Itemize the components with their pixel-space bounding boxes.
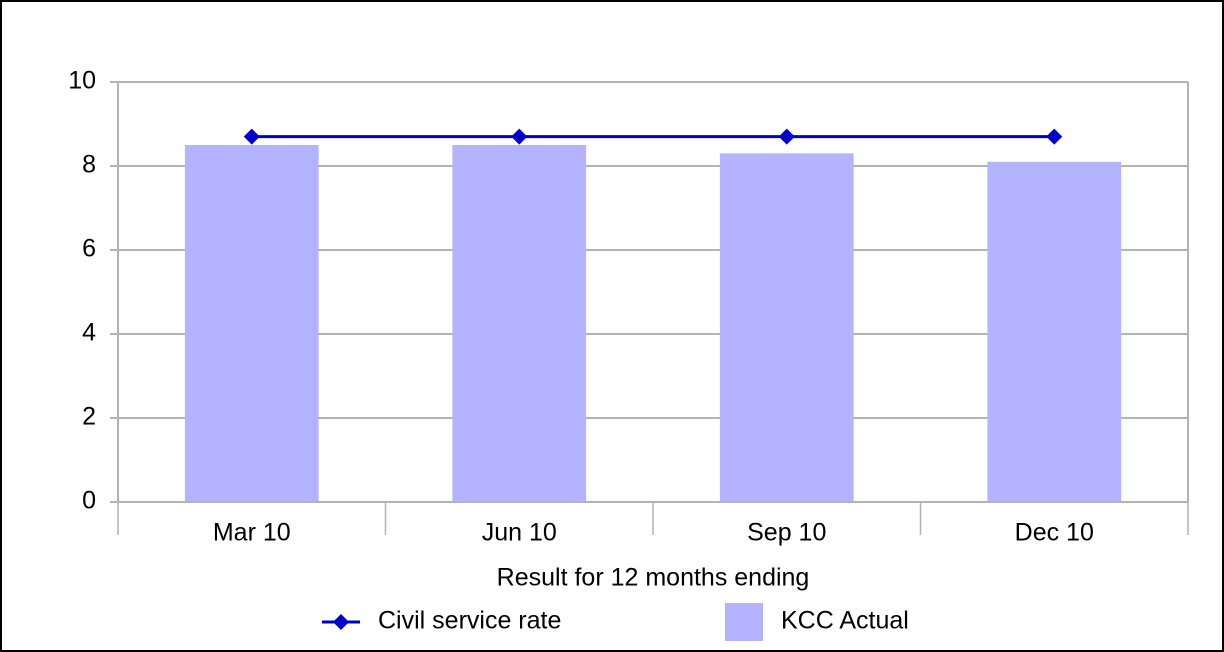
bar [184, 145, 319, 502]
bar [452, 145, 587, 502]
line-marker [243, 128, 260, 145]
legend-label: KCC Actual [781, 607, 909, 635]
line-marker [511, 128, 528, 145]
y-tick-label: 4 [82, 319, 96, 347]
x-axis-title: Result for 12 months ending [497, 564, 810, 592]
legend-marker [333, 614, 349, 630]
line-marker [1046, 128, 1063, 145]
y-tick-label: 8 [82, 151, 96, 179]
bar [987, 161, 1122, 503]
line-marker [778, 128, 795, 145]
y-tick-label: 10 [68, 67, 96, 95]
y-tick-label: 2 [82, 403, 96, 431]
x-tick-label: Sep 10 [747, 519, 826, 547]
bar [719, 153, 854, 502]
legend-label: Civil service rate [378, 607, 561, 635]
legend-swatch [725, 603, 763, 641]
x-tick-label: Mar 10 [213, 519, 291, 547]
y-tick-label: 0 [82, 487, 96, 515]
x-tick-label: Jun 10 [482, 519, 557, 547]
y-tick-label: 6 [82, 235, 96, 263]
x-tick-label: Dec 10 [1015, 519, 1094, 547]
